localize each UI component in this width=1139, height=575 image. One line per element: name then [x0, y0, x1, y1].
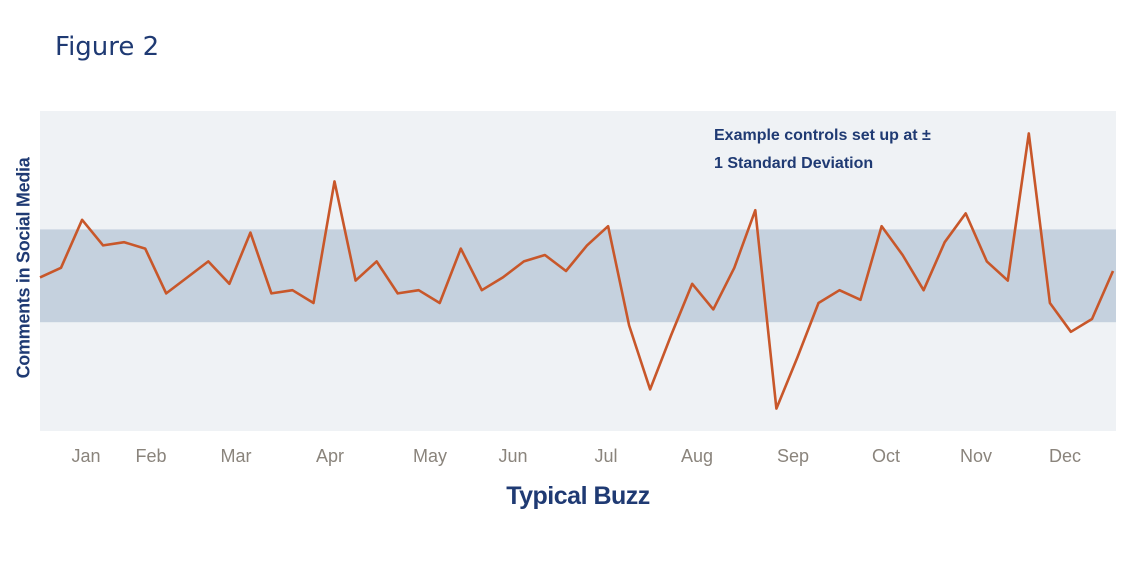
- data-point: [101, 243, 105, 247]
- data-point: [164, 291, 168, 295]
- data-point: [648, 387, 652, 391]
- data-point: [312, 301, 316, 305]
- data-point: [795, 355, 799, 359]
- data-point: [417, 288, 421, 292]
- x-tick-label: Jun: [498, 446, 527, 466]
- data-point: [80, 218, 84, 222]
- data-point: [732, 266, 736, 270]
- data-point: [227, 282, 231, 286]
- data-point: [753, 208, 757, 212]
- data-point: [1111, 269, 1115, 273]
- data-point: [922, 288, 926, 292]
- std-dev-band: [40, 229, 1116, 323]
- x-tick-label: Sep: [777, 446, 809, 466]
- data-point: [291, 288, 295, 292]
- data-point: [1027, 131, 1031, 135]
- x-tick-label: Aug: [681, 446, 713, 466]
- data-point: [480, 288, 484, 292]
- data-point: [38, 275, 42, 279]
- data-point: [1069, 330, 1073, 334]
- annotation-line-2: 1 Standard Deviation: [714, 155, 874, 172]
- y-axis-label: Comments in Social Media: [13, 157, 34, 379]
- x-axis-label: Typical Buzz: [506, 482, 650, 510]
- data-point: [964, 211, 968, 215]
- data-point: [817, 301, 821, 305]
- data-point: [669, 333, 673, 337]
- data-point: [248, 231, 252, 235]
- data-point: [838, 288, 842, 292]
- data-point: [859, 298, 863, 302]
- data-point: [880, 224, 884, 228]
- data-point: [1006, 279, 1010, 283]
- data-point: [396, 291, 400, 295]
- data-point: [333, 179, 337, 183]
- data-point: [985, 259, 989, 263]
- data-point: [143, 247, 147, 251]
- data-point: [375, 259, 379, 263]
- data-point: [59, 266, 63, 270]
- data-point: [185, 275, 189, 279]
- data-point: [501, 275, 505, 279]
- x-tick-label: Jul: [594, 446, 617, 466]
- x-tick-label: Nov: [960, 446, 992, 466]
- chart-annotation: Example controls set up at ± 1 Standard …: [714, 122, 931, 178]
- x-tick-label: Feb: [135, 446, 166, 466]
- x-tick-label: Dec: [1049, 446, 1081, 466]
- data-point: [627, 323, 631, 327]
- data-point: [774, 407, 778, 411]
- x-tick-label: May: [413, 446, 447, 466]
- data-point: [1090, 317, 1094, 321]
- annotation-line-1: Example controls set up at ±: [714, 127, 931, 144]
- data-point: [606, 224, 610, 228]
- data-point: [269, 291, 273, 295]
- data-point: [690, 282, 694, 286]
- data-point: [459, 247, 463, 251]
- data-point: [543, 253, 547, 257]
- x-tick-label: Jan: [71, 446, 100, 466]
- figure-title: Figure 2: [55, 32, 160, 62]
- data-point: [206, 259, 210, 263]
- x-tick-label: Apr: [316, 446, 344, 466]
- data-point: [438, 301, 442, 305]
- data-point: [943, 240, 947, 244]
- x-tick-label: Mar: [221, 446, 252, 466]
- data-point: [585, 243, 589, 247]
- data-point: [1048, 301, 1052, 305]
- series-line-0: [39, 132, 1115, 410]
- data-point: [711, 307, 715, 311]
- data-point: [901, 253, 905, 257]
- data-point: [564, 269, 568, 273]
- data-point: [522, 259, 526, 263]
- x-tick-label: Oct: [872, 446, 900, 466]
- data-point: [354, 279, 358, 283]
- data-point: [122, 240, 126, 244]
